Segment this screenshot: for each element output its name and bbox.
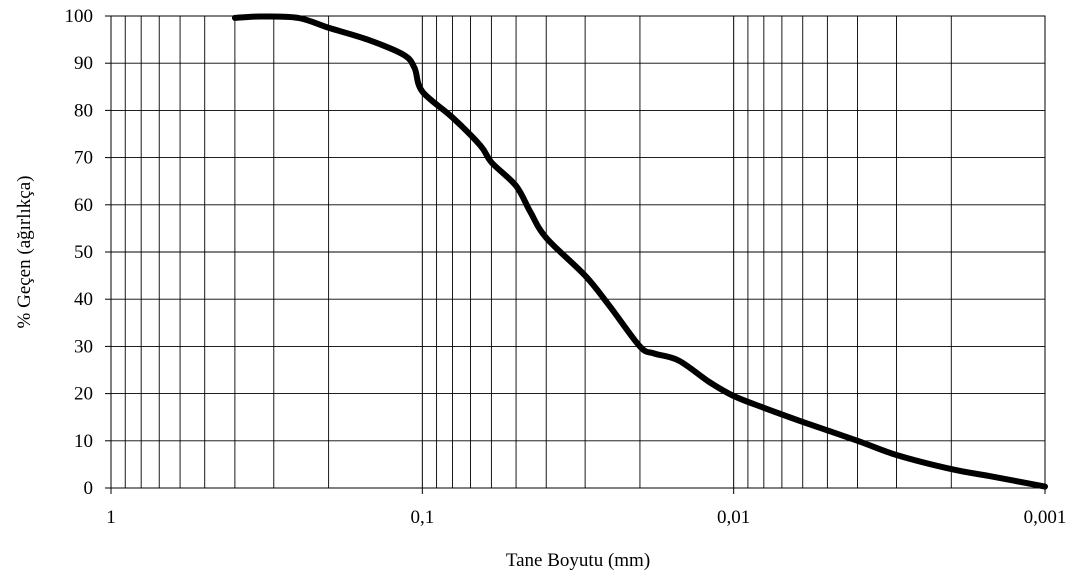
y-tick-label: 20 bbox=[74, 384, 93, 405]
y-tick-label: 40 bbox=[74, 289, 93, 310]
gradation-curve bbox=[231, 13, 1048, 490]
y-tick-label: 10 bbox=[74, 431, 93, 452]
x-axis-title: Tane Boyutu (mm) bbox=[506, 550, 650, 571]
y-tick-label: 60 bbox=[74, 195, 93, 216]
y-axis-title: % Geçen (ağırlıkça) bbox=[14, 176, 35, 329]
y-tick-label: 80 bbox=[74, 100, 93, 121]
y-tick-label: 0 bbox=[84, 478, 94, 499]
x-tick-label: 0,01 bbox=[717, 507, 750, 528]
y-tick-label: 30 bbox=[74, 336, 93, 357]
x-tick-label: 0,1 bbox=[410, 507, 434, 528]
y-tick-label: 90 bbox=[74, 53, 93, 74]
grid bbox=[111, 15, 1046, 489]
y-tick-labels: 0 10 20 30 40 50 60 70 80 90 100 bbox=[65, 6, 111, 499]
y-tick-label: 100 bbox=[65, 6, 94, 27]
y-tick-label: 50 bbox=[74, 242, 93, 263]
y-tick-label: 70 bbox=[74, 148, 93, 169]
x-tick-labels: 1 0,1 0,01 0,001 bbox=[106, 488, 1066, 528]
series-layer bbox=[231, 13, 1048, 490]
x-tick-label: 0,001 bbox=[1024, 507, 1067, 528]
x-tick-label: 1 bbox=[106, 507, 116, 528]
